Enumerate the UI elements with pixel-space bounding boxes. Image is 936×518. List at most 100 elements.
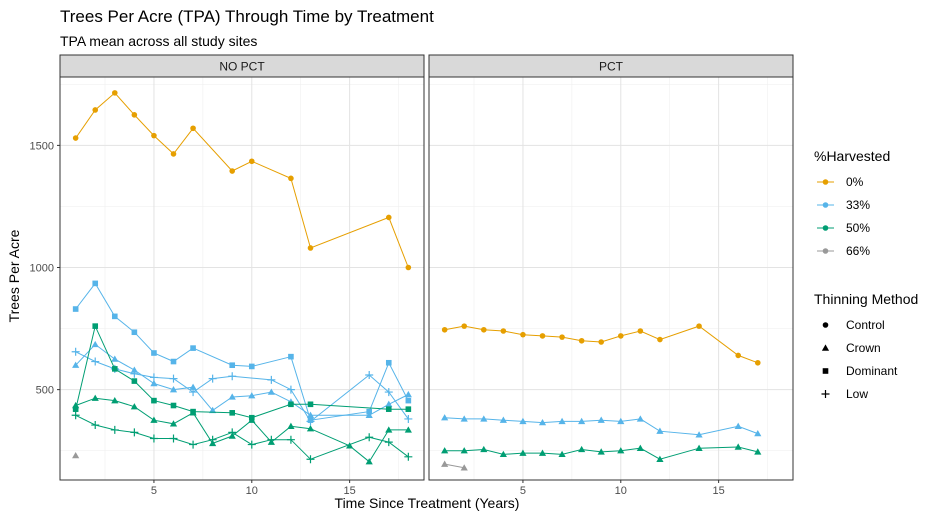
legend-label: 50% [846,221,870,235]
data-point [209,406,217,414]
data-point [91,357,100,366]
legend-color-item: 33% [817,198,870,212]
data-point [539,333,546,339]
data-point [208,374,217,383]
y-tick-label: 1000 [30,263,54,275]
data-point [189,440,198,449]
series-66pct-crown [72,451,80,459]
legend-label: Low [846,387,868,401]
data-point [385,400,393,407]
data-point [248,363,255,370]
data-point [229,410,236,416]
data-point [384,388,393,397]
series-50pct-crown [441,443,762,462]
data-point [229,168,236,174]
legend-key-shape [822,368,829,374]
series-50pct-dominant [72,323,412,421]
data-point [559,334,565,340]
data-point [72,361,80,368]
chart-title: Trees Per Acre (TPA) Through Time by Tre… [60,7,434,26]
facet-strip-label: NO PCT [219,60,265,74]
data-point [131,378,138,384]
data-point [578,337,585,344]
data-point [267,435,276,444]
data-point [405,406,412,412]
data-point [111,313,118,320]
data-point [617,333,624,339]
data-point [111,366,118,372]
data-point [385,406,392,412]
data-point [617,417,625,425]
series-line [75,282,409,421]
data-point [91,394,99,401]
data-point [405,397,412,404]
data-point [404,426,412,433]
data-point [404,414,413,423]
series-line [75,343,409,416]
data-point [460,464,468,471]
legend-shape-item: Control [822,318,885,332]
data-point [190,125,196,132]
data-point [520,331,526,338]
data-point [636,415,644,422]
data-point [385,359,392,366]
legend-key-point [822,248,829,254]
data-point [480,445,488,453]
panel-border [59,76,425,481]
data-point [441,414,449,421]
data-point [92,107,99,113]
y-tick-label: 500 [36,385,54,397]
data-point [307,401,314,408]
data-point [71,347,80,356]
y-axis-title: Trees Per Acre [6,229,22,322]
data-point [91,421,100,430]
data-point [71,411,80,420]
data-point [91,340,99,348]
legend-items: 0% 33% 50% 66% Control Crown Dominant Low [817,175,898,401]
data-point [657,336,663,343]
data-point [169,434,178,443]
legend-key-shape [821,390,830,398]
data-point [288,175,294,182]
data-point [111,397,119,404]
data-point [130,428,139,437]
data-point [735,352,742,359]
data-point [519,449,527,456]
data-point [150,416,158,423]
panel-background [60,77,424,480]
data-point [734,443,742,450]
data-point [346,442,354,449]
series-line [444,463,465,469]
data-point [598,339,605,345]
data-point [72,406,79,412]
data-point [404,452,413,461]
legend-shape-title: Thinning Method [814,291,918,307]
x-tick-label: 5 [520,485,526,497]
data-point [597,448,605,455]
legend-color-item: 50% [817,221,870,235]
data-point [480,415,488,422]
data-point [538,419,547,426]
legend-label: Control [846,318,885,332]
data-point [405,264,412,271]
data-point [384,438,393,447]
legend-label: 33% [846,198,870,212]
data-point [286,385,295,394]
data-point [461,323,468,329]
data-point [170,151,177,157]
data-point [190,345,196,351]
data-point [228,393,236,400]
data-point [480,326,487,333]
data-point [307,245,314,251]
data-point [229,362,236,369]
legend-label: 0% [846,175,864,189]
x-tick-label: 15 [713,485,725,497]
data-point [306,425,315,432]
data-point [248,416,256,423]
data-point [228,428,237,437]
data-point [460,415,468,422]
data-point [169,420,178,427]
data-point [151,132,157,139]
data-point [385,426,393,433]
data-point [734,422,742,429]
